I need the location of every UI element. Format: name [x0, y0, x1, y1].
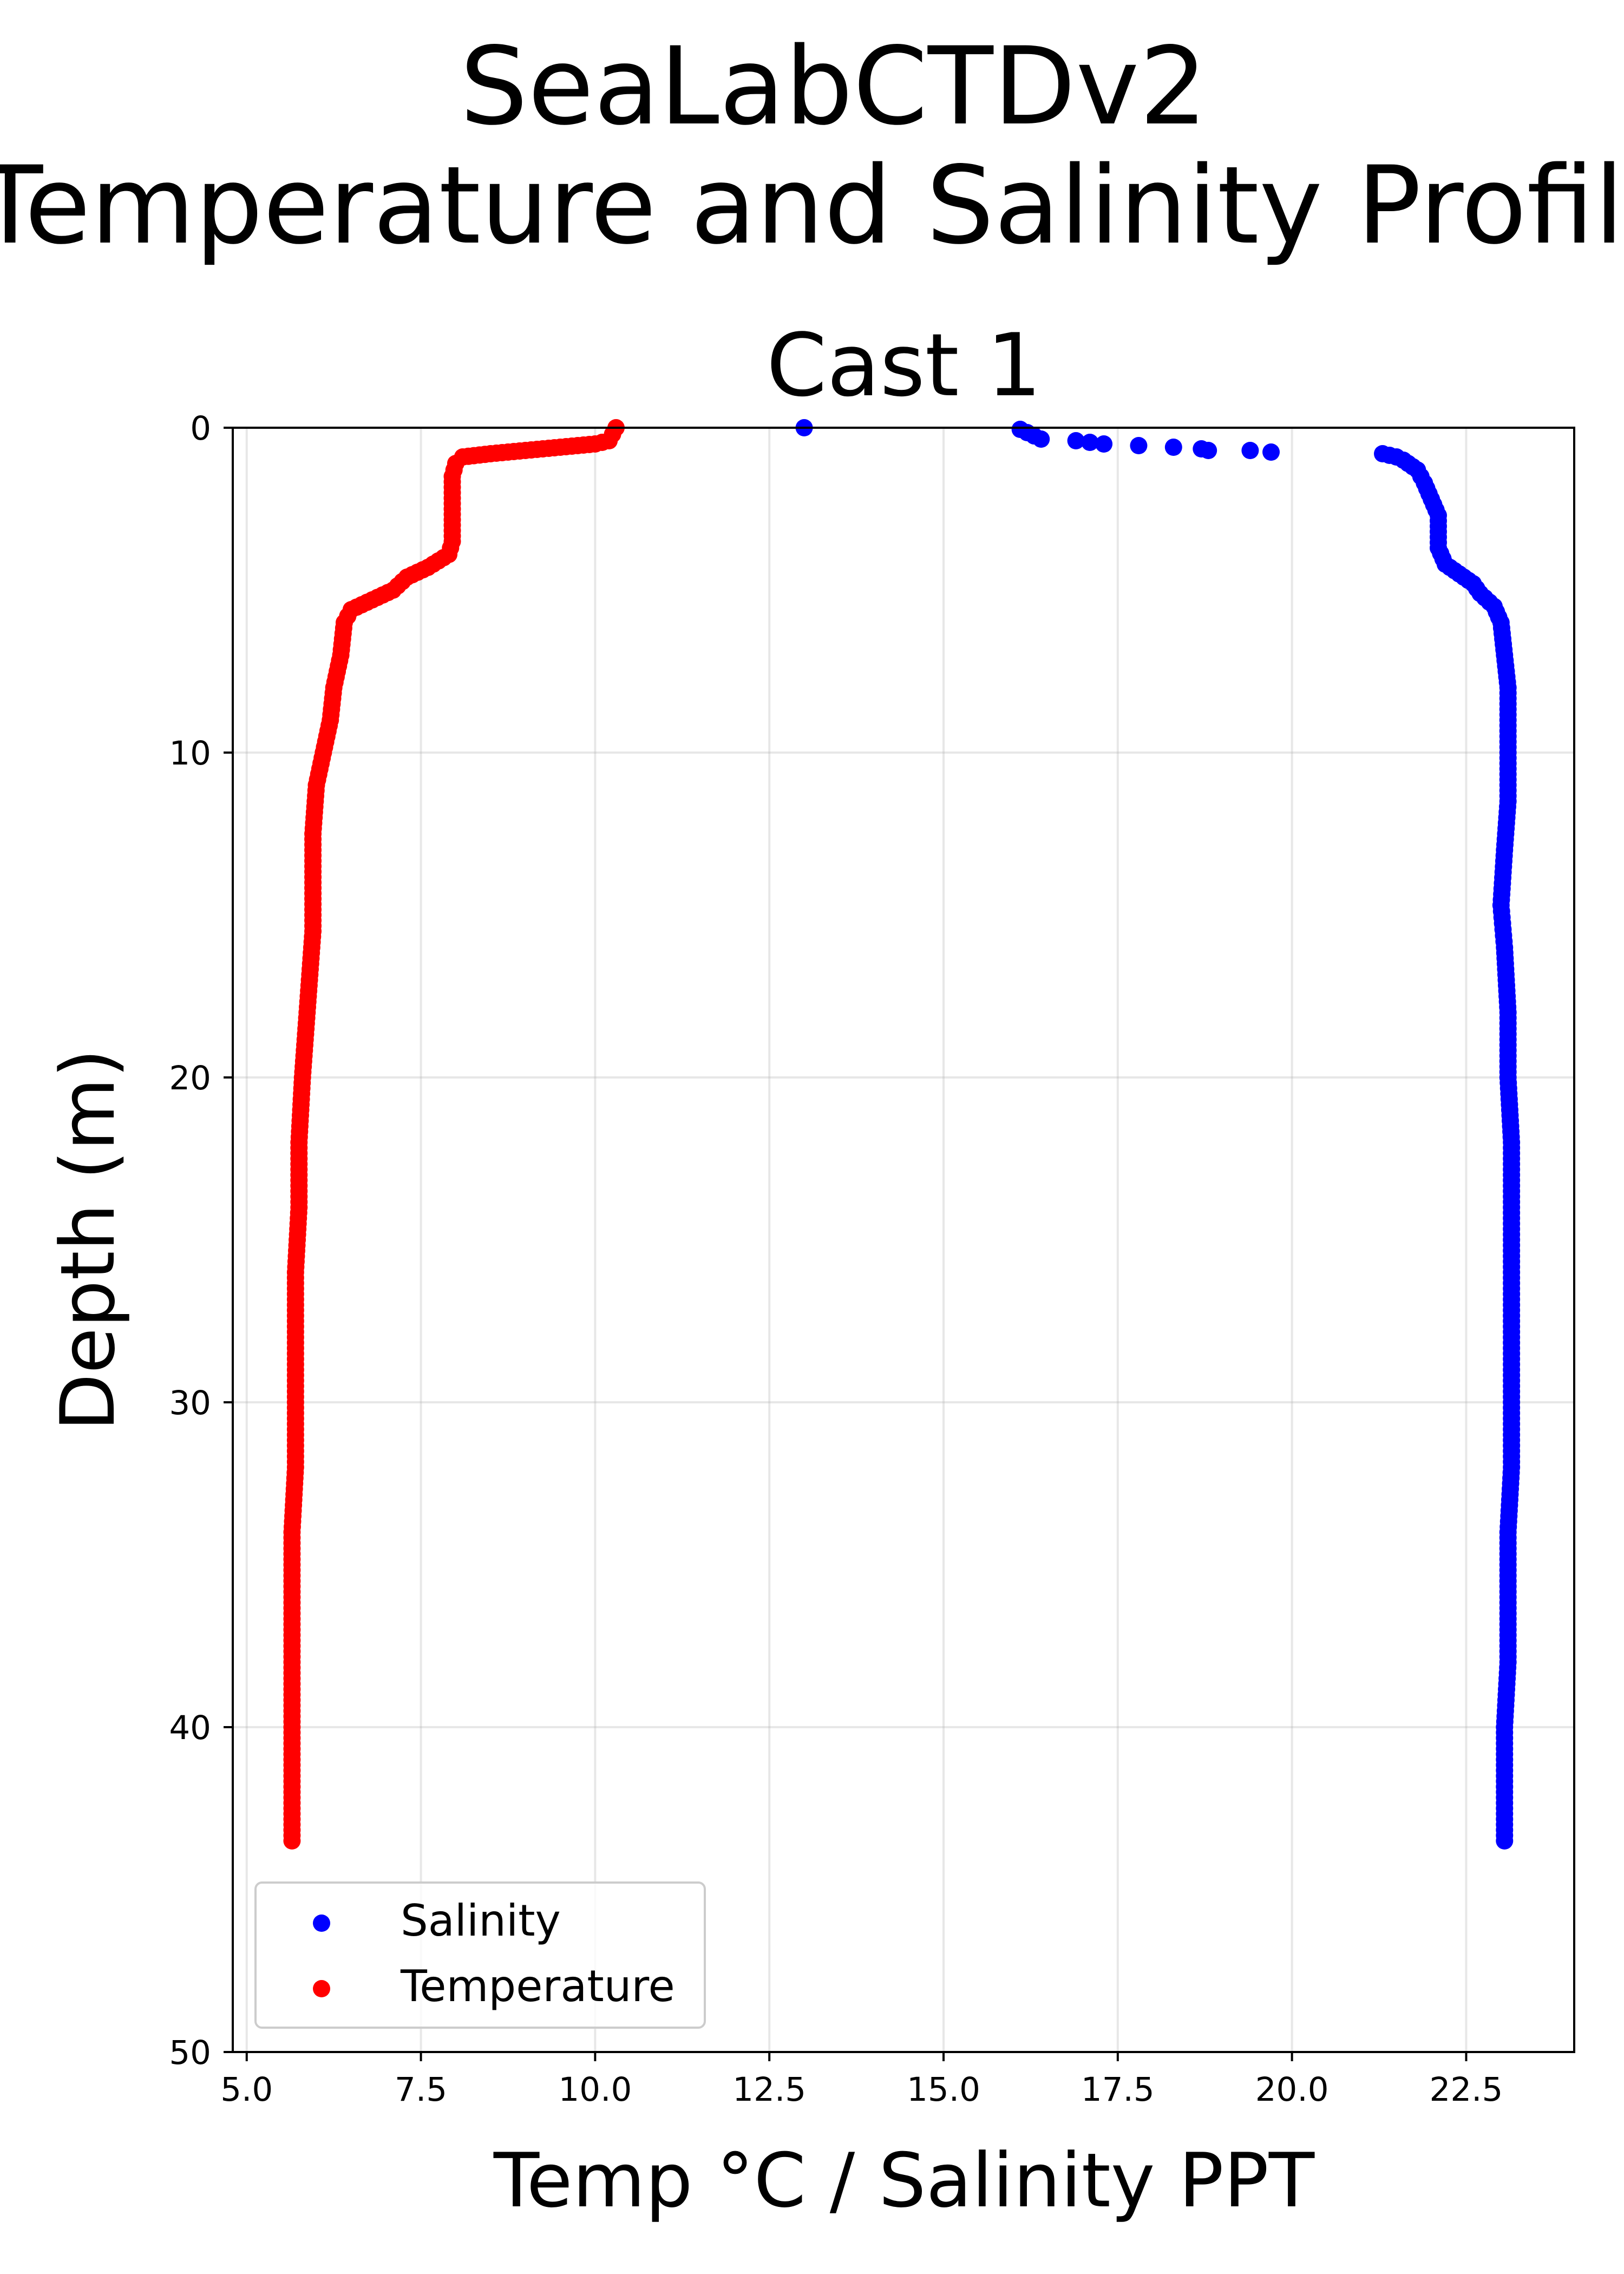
- salinity-point: [1241, 442, 1259, 459]
- y-axis-label: Depth (m): [44, 1049, 132, 1431]
- salinity-point: [1067, 432, 1085, 449]
- temperature-point: [283, 1832, 301, 1850]
- x-tick-label: 22.5: [1430, 2070, 1503, 2109]
- ticks: 5.0 7.5 10.0 12.5 15.0 17.5 20.0 22.5 0 10 20 30 40 5…: [169, 409, 1503, 2109]
- x-tick-label: 20.0: [1255, 2070, 1329, 2109]
- legend-label-temperature: Temperature: [400, 1961, 675, 2011]
- x-axis-label: Temp °C / Salinity PPT: [493, 2137, 1315, 2224]
- legend-marker-temperature: [313, 1980, 330, 1997]
- x-tick-label: 7.5: [395, 2070, 447, 2109]
- y-tick-label: 40: [169, 1709, 211, 1747]
- salinity-point: [1032, 430, 1050, 448]
- x-tick-label: 10.0: [558, 2070, 632, 2109]
- legend-label-salinity: Salinity: [401, 1896, 561, 1946]
- suptitle-line2: Temperature and Salinity Profile: [0, 143, 1624, 268]
- grid: [233, 427, 1574, 2053]
- salinity-point: [1496, 1832, 1514, 1850]
- salinity-point: [1262, 443, 1280, 461]
- y-tick-label: 20: [169, 1059, 211, 1097]
- salinity-point: [1095, 435, 1113, 453]
- x-tick-label: 12.5: [732, 2070, 806, 2109]
- plot-frame: [232, 427, 1575, 2053]
- y-tick-label: 30: [169, 1384, 211, 1422]
- chart-title: Cast 1: [767, 315, 1042, 416]
- x-tick-label: 15.0: [907, 2070, 980, 2109]
- suptitle-line1: SeaLabCTDv2: [460, 24, 1208, 149]
- y-tick-label: 0: [190, 409, 211, 448]
- legend: Salinity Temperature: [254, 1881, 706, 2029]
- legend-box: [254, 1881, 706, 2029]
- x-tick-label: 17.5: [1081, 2070, 1155, 2109]
- salinity-point: [1164, 439, 1182, 456]
- salinity-point: [1081, 434, 1099, 451]
- legend-marker-salinity: [313, 1914, 330, 1932]
- salinity-point: [1200, 442, 1217, 459]
- y-tick-label: 50: [169, 2034, 211, 2072]
- data-layer: [283, 419, 1521, 1850]
- y-tick-label: 10: [169, 734, 211, 773]
- salinity-point: [1130, 437, 1148, 454]
- x-tick-label: 5.0: [220, 2070, 273, 2109]
